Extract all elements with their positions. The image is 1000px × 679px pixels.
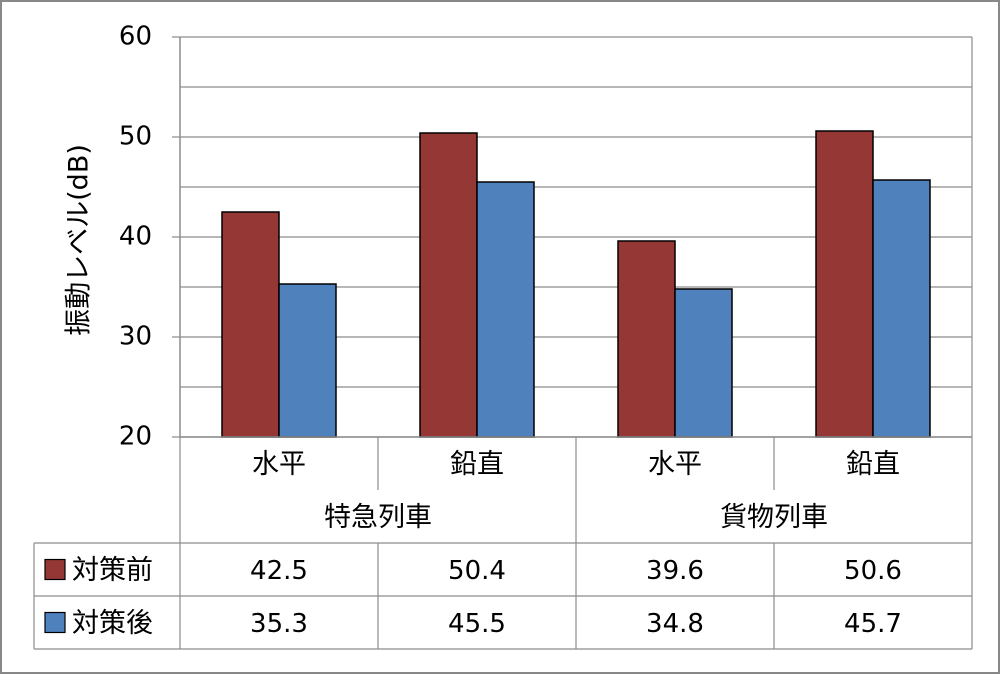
bar <box>872 179 931 438</box>
bar <box>278 283 337 438</box>
axes: 20 30 40 50 60 <box>119 22 973 452</box>
data-label: 42.5 <box>250 556 308 586</box>
data-label: 39.6 <box>646 556 704 586</box>
bar <box>419 132 478 438</box>
y-tick-label: 30 <box>119 322 152 352</box>
group-label: 貨物列車 <box>720 502 828 533</box>
bars <box>221 130 931 438</box>
bar <box>815 130 874 438</box>
category-label: 鉛直 <box>846 449 900 480</box>
legend-swatch <box>44 611 66 634</box>
category-label: 鉛直 <box>450 449 504 480</box>
group-label: 特急列車 <box>324 502 432 533</box>
data-label: 45.5 <box>448 609 506 639</box>
category-label: 水平 <box>252 449 306 480</box>
y-tick-label: 40 <box>119 222 152 252</box>
y-tick-label: 60 <box>119 22 152 52</box>
y-tick-label: 50 <box>119 122 152 152</box>
data-label: 45.7 <box>844 609 902 639</box>
data-label: 34.8 <box>646 609 704 639</box>
legend-label: 対策前 <box>72 555 153 586</box>
category-label: 水平 <box>648 449 702 480</box>
bar <box>221 211 280 438</box>
data-label: 50.4 <box>448 556 506 586</box>
y-tick-label: 20 <box>119 422 152 452</box>
legend-label: 対策後 <box>72 608 153 639</box>
y-axis-label: 振動レベル(dB) <box>64 144 95 336</box>
data-label: 50.6 <box>844 556 902 586</box>
data-label: 35.3 <box>250 609 308 639</box>
legend-swatch <box>44 558 66 581</box>
bar <box>674 288 733 438</box>
bar <box>617 240 676 438</box>
bar <box>476 181 535 438</box>
